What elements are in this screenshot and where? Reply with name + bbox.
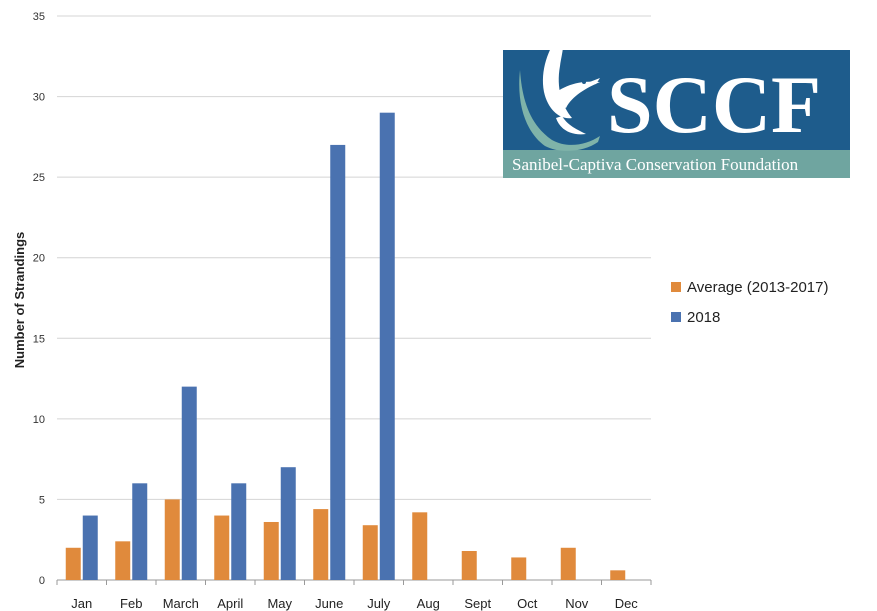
x-category-label: Dec <box>615 596 639 611</box>
bar-average <box>115 541 131 580</box>
y-tick-label: 35 <box>33 11 45 23</box>
legend: Average (2013-2017) 2018 <box>671 279 829 326</box>
bar-2018 <box>181 386 197 580</box>
bar-average <box>65 547 81 580</box>
y-tick-label: 15 <box>33 333 45 345</box>
bar-average <box>610 570 626 580</box>
x-category-label: Aug <box>417 596 440 611</box>
x-category-label: Feb <box>120 596 142 611</box>
bar-average <box>412 512 428 580</box>
y-axis-label: Number of Strandings <box>12 232 27 369</box>
logo-subtitle: Sanibel-Captiva Conservation Foundation <box>512 155 799 174</box>
y-tick-label: 10 <box>33 414 45 426</box>
x-category-label: May <box>267 596 292 611</box>
bar-2018 <box>231 483 247 580</box>
bar-average <box>560 547 576 580</box>
gridlines <box>56 15 652 585</box>
x-category-label: Oct <box>517 596 538 611</box>
x-category-labels: Jan Feb March April May June July Aug Sept Oct Nov… <box>71 596 638 611</box>
y-tick-label: 25 <box>33 172 45 184</box>
x-category-label: June <box>315 596 343 611</box>
bar-2018 <box>330 144 346 580</box>
y-tick-label: 30 <box>33 92 45 104</box>
y-tick-labels: 0 5 10 15 20 25 30 35 <box>33 11 45 587</box>
bar-2018 <box>379 112 395 580</box>
x-category-label: Sept <box>464 596 491 611</box>
legend-swatch <box>671 282 681 292</box>
bar-average <box>511 557 527 580</box>
bar-average <box>214 515 230 580</box>
legend-swatch <box>671 312 681 322</box>
legend-entry: 2018 <box>687 309 720 326</box>
x-category-label: March <box>163 596 199 611</box>
logo-wordmark: SCCF <box>607 59 821 150</box>
bar-average <box>313 509 329 580</box>
y-tick-label: 20 <box>33 253 45 265</box>
bar-average <box>461 550 477 580</box>
sccf-logo: SCCF Sanibel-Captiva Conservation Founda… <box>503 32 850 178</box>
y-tick-label: 0 <box>39 575 45 587</box>
x-category-label: Jan <box>71 596 92 611</box>
bar-2018 <box>280 467 296 580</box>
x-category-label: July <box>367 596 391 611</box>
bar-average <box>263 521 279 580</box>
x-category-label: April <box>217 596 243 611</box>
bar-average <box>164 499 180 580</box>
y-tick-label: 5 <box>39 494 45 506</box>
bar-2018 <box>132 483 148 580</box>
bars <box>65 112 626 580</box>
x-category-label: Nov <box>565 596 589 611</box>
bar-average <box>362 525 378 580</box>
bar-2018 <box>82 515 98 580</box>
pelican-icon <box>519 32 600 151</box>
legend-entry: Average (2013-2017) <box>687 279 829 296</box>
